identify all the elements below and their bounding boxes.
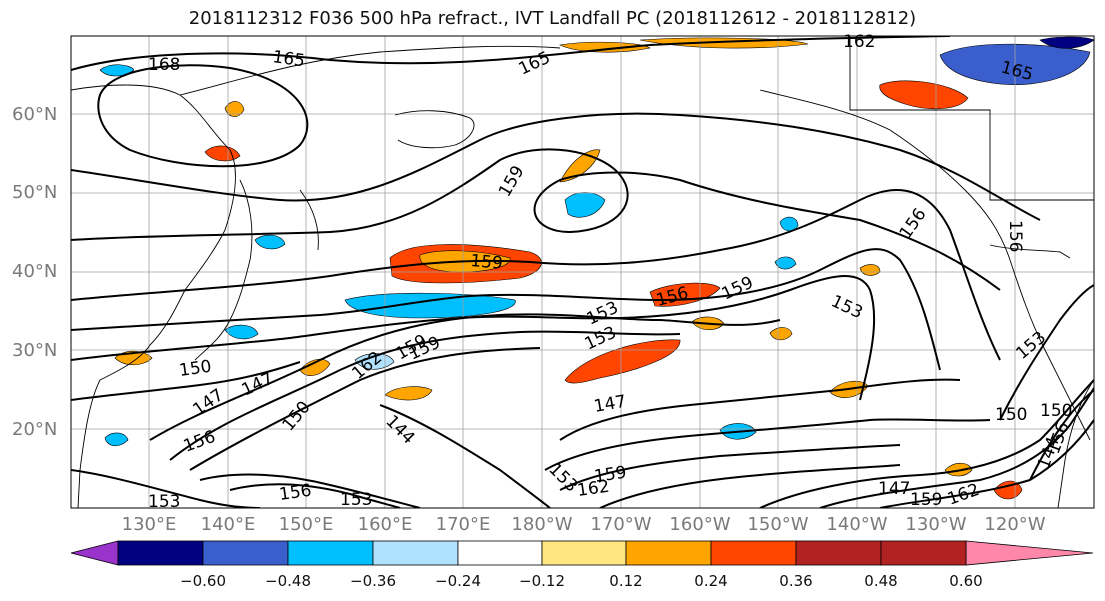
contour-label: 159 [593, 463, 628, 487]
lon-label: 130°W [905, 514, 967, 535]
lon-label: 170°W [590, 514, 652, 535]
colorbar-segment [372, 540, 459, 566]
contour-label: 150 [178, 357, 213, 381]
colorbar-tick: 0.60 [949, 572, 983, 590]
colorbar-segment [117, 540, 204, 566]
contour-label: 156 [181, 427, 218, 457]
colorbar-segment [795, 540, 882, 566]
colorbar-extend-high [965, 540, 1094, 566]
contour-label: 162 [348, 348, 386, 384]
contour-label: 159 [719, 273, 757, 305]
contour-label: 159 [495, 162, 529, 200]
contour-label: 144 [381, 411, 418, 448]
contour-label: 156 [1005, 220, 1025, 252]
contour-label: 153 [828, 291, 866, 323]
lat-label: 60°N [12, 104, 58, 125]
contour-label: 156 [654, 283, 691, 311]
contour-label: 156 [896, 205, 931, 243]
lat-label: 20°N [12, 419, 58, 440]
lon-label: 140°W [826, 514, 888, 535]
contour-label: 165 [271, 47, 306, 71]
colorbar-segment [287, 540, 374, 566]
lon-label: 170°E [435, 514, 491, 535]
contour-label: 156 [1044, 419, 1074, 456]
colorbar-tick: −0.60 [180, 572, 226, 590]
contour-label: 147 [239, 369, 277, 401]
lon-label: 130°E [121, 514, 177, 535]
colorbar-segment [625, 540, 712, 566]
lat-label: 50°N [12, 182, 58, 203]
contour-label: 153 [584, 298, 622, 330]
contour-label: 162 [843, 32, 875, 52]
contour-label: 165 [516, 48, 554, 80]
colorbar-tick: −0.12 [519, 572, 565, 590]
colorbar-segment [710, 540, 797, 566]
contour-label: 153 [544, 459, 581, 496]
colorbar-tick: −0.36 [350, 572, 396, 590]
contour-label: 150 [995, 405, 1027, 425]
colorbar-tick: 0.36 [779, 572, 813, 590]
contour-label: 147 [592, 392, 627, 417]
colorbar [70, 540, 1094, 566]
map-frame [70, 35, 1095, 509]
lon-label: 180°W [511, 514, 573, 535]
colorbar-tick: 0.24 [694, 572, 728, 590]
coastline [71, 36, 1094, 508]
contour-label: 153 [1012, 328, 1050, 364]
contour-label: 153 [148, 492, 180, 512]
lat-label: 30°N [12, 340, 58, 361]
lat-label: 40°N [12, 261, 58, 282]
lon-label: 150°E [278, 514, 334, 535]
contour-label: 156 [278, 481, 313, 505]
contour-label: 150 [279, 397, 315, 435]
colorbar-tick: 0.48 [864, 572, 898, 590]
contour-label: 162 [576, 477, 611, 501]
lon-label: 160°W [669, 514, 731, 535]
lon-label: 120°W [984, 514, 1046, 535]
lon-label: 160°E [357, 514, 413, 535]
colorbar-extend-low [70, 540, 119, 566]
colorbar-segment [457, 540, 543, 566]
lon-label: 140°E [200, 514, 256, 535]
height-contours [71, 36, 1094, 508]
map-title: 2018112312 F036 500 hPa refract., IVT La… [188, 8, 917, 29]
contour-label: 159 [910, 490, 942, 510]
colorbar-segment [202, 540, 289, 566]
contour-label: 147 [189, 385, 227, 420]
colorbar-tick: 0.12 [609, 572, 643, 590]
colorbar-segment [880, 540, 967, 566]
colorbar-segment [541, 540, 627, 566]
contour-label: 159 [470, 251, 504, 274]
contour-label: 168 [148, 55, 180, 75]
contour-label: 153 [340, 490, 372, 510]
anomaly-fill [114, 37, 1023, 500]
colorbar-tick: −0.48 [265, 572, 311, 590]
contour-label: 147 [878, 479, 910, 499]
contour-label: 150 [1040, 401, 1072, 421]
graticule [71, 36, 1094, 508]
colorbar-tick: −0.24 [435, 572, 481, 590]
lon-label: 150°W [747, 514, 809, 535]
